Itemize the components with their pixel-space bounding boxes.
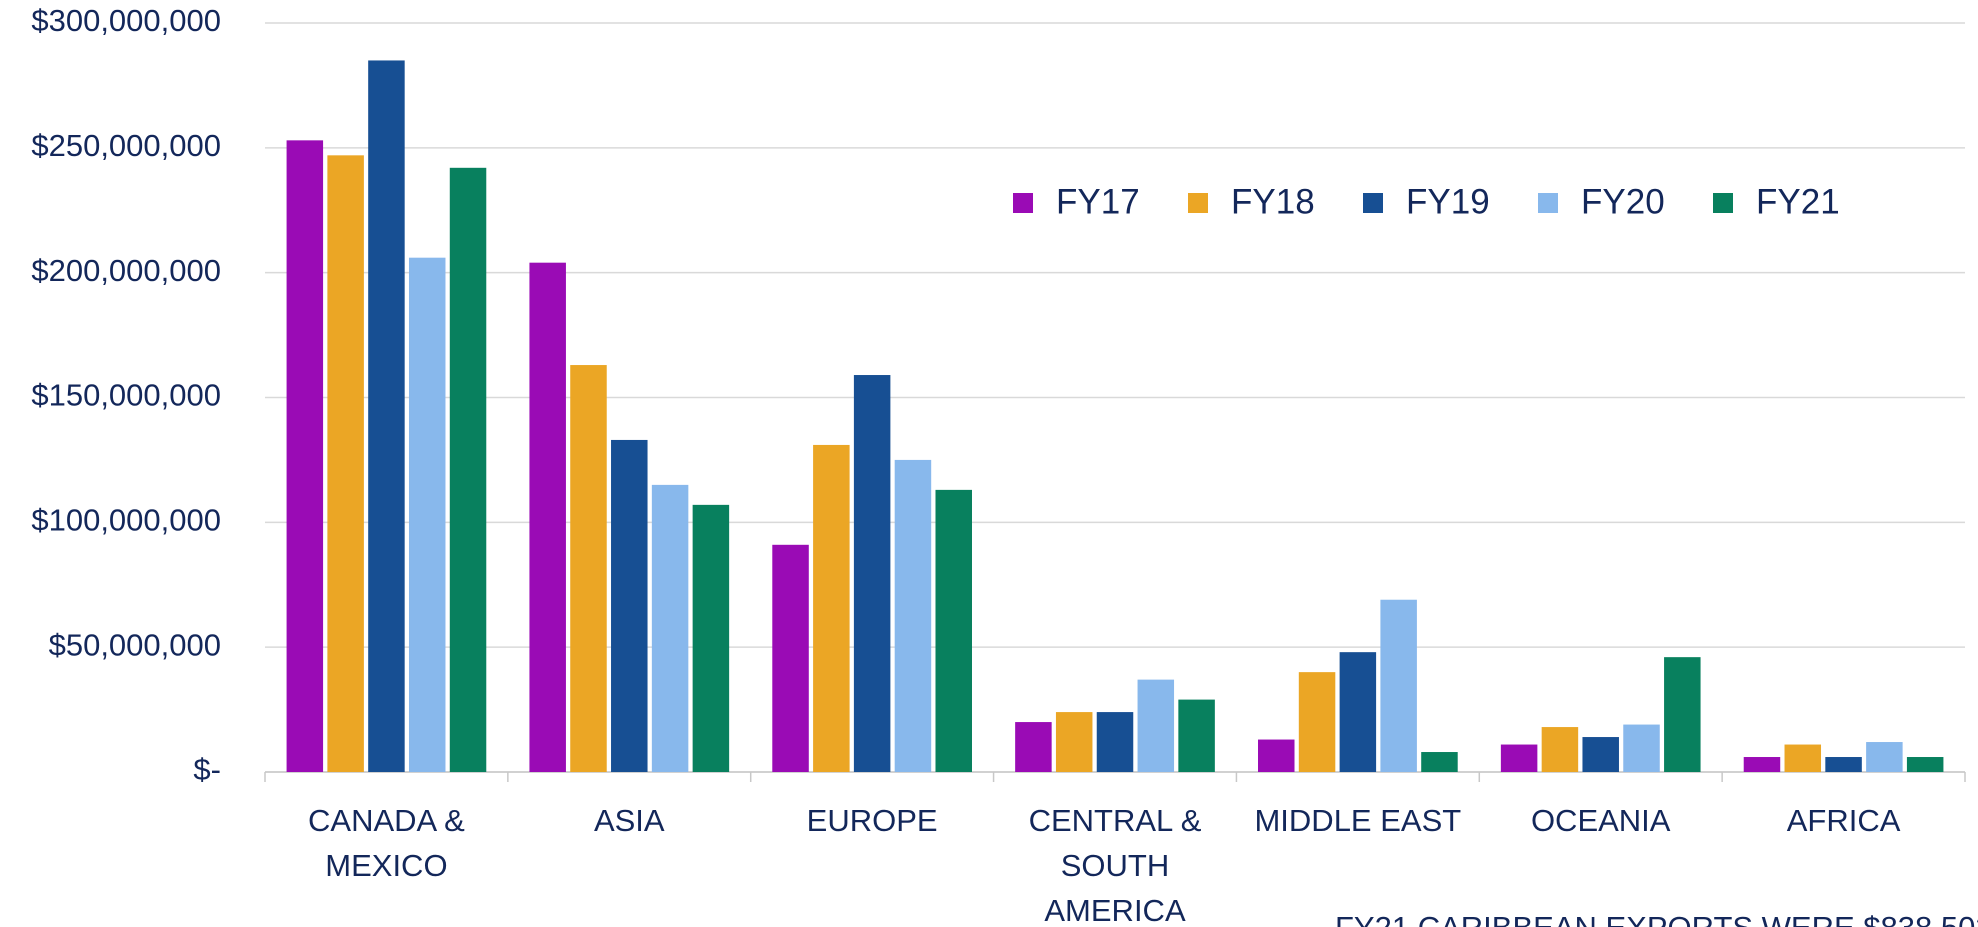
x-tick-label: EUROPE — [806, 803, 938, 838]
bar — [1421, 752, 1458, 772]
x-tick-label: MIDDLE EAST — [1254, 803, 1462, 838]
legend-swatch — [1188, 193, 1208, 213]
bar — [1866, 742, 1903, 772]
bar — [611, 439, 648, 772]
bar — [1380, 599, 1417, 772]
y-tick-label: $150,000,000 — [31, 378, 221, 413]
bar — [368, 60, 405, 772]
bar — [853, 375, 891, 772]
bar — [1258, 739, 1295, 772]
bar — [1664, 657, 1701, 772]
bar — [327, 155, 364, 772]
bar — [1623, 724, 1660, 772]
bar — [1541, 727, 1579, 772]
legend-label: FY20 — [1581, 182, 1665, 221]
y-tick-label: $250,000,000 — [31, 128, 221, 163]
bar — [1906, 757, 1944, 772]
bar — [935, 489, 972, 772]
bar — [1015, 722, 1052, 772]
legend-label: FY21 — [1756, 182, 1840, 221]
bar — [449, 167, 487, 773]
y-tick-label: $300,000,000 — [31, 3, 221, 38]
legend-swatch — [1363, 193, 1383, 213]
legend-swatch — [1538, 193, 1558, 213]
bar — [286, 140, 324, 773]
bar — [1137, 679, 1175, 772]
bar — [1784, 744, 1822, 772]
x-tick-label: CANADA & MEXICO — [308, 803, 465, 883]
y-tick-label: $100,000,000 — [31, 503, 221, 538]
bar — [692, 504, 730, 772]
bar — [651, 484, 689, 772]
bar — [1582, 737, 1619, 772]
x-tick-label: ASIA — [593, 803, 665, 838]
legend-label: FY17 — [1056, 182, 1140, 221]
bar — [1055, 712, 1093, 772]
bar — [772, 544, 809, 772]
x-tick-label: CENTRAL & SOUTH AMERICA — [1028, 803, 1202, 927]
bar — [529, 262, 566, 772]
bar — [570, 365, 607, 772]
legend-label: FY18 — [1231, 182, 1315, 221]
bar — [1500, 744, 1538, 772]
y-tick-label: $- — [193, 752, 221, 787]
bar — [1298, 672, 1336, 772]
bar — [1178, 699, 1215, 772]
bar — [813, 444, 850, 772]
legend-swatch — [1013, 193, 1033, 213]
bar — [1096, 712, 1134, 772]
bar — [1743, 757, 1781, 772]
y-tick-label: $50,000,000 — [49, 627, 221, 662]
bar — [1825, 757, 1862, 772]
bar — [1339, 652, 1377, 772]
bar — [408, 257, 446, 773]
x-tick-label: OCEANIA — [1530, 803, 1671, 838]
y-tick-label: $200,000,000 — [31, 253, 221, 288]
bar — [894, 459, 932, 772]
annotation: FY21 CARIBBEAN EXPORTS WERE $838,502,75 — [1335, 910, 1978, 927]
x-tick-label: AFRICA — [1786, 803, 1901, 838]
legend-swatch — [1713, 193, 1733, 213]
legend-label: FY19 — [1406, 182, 1490, 221]
